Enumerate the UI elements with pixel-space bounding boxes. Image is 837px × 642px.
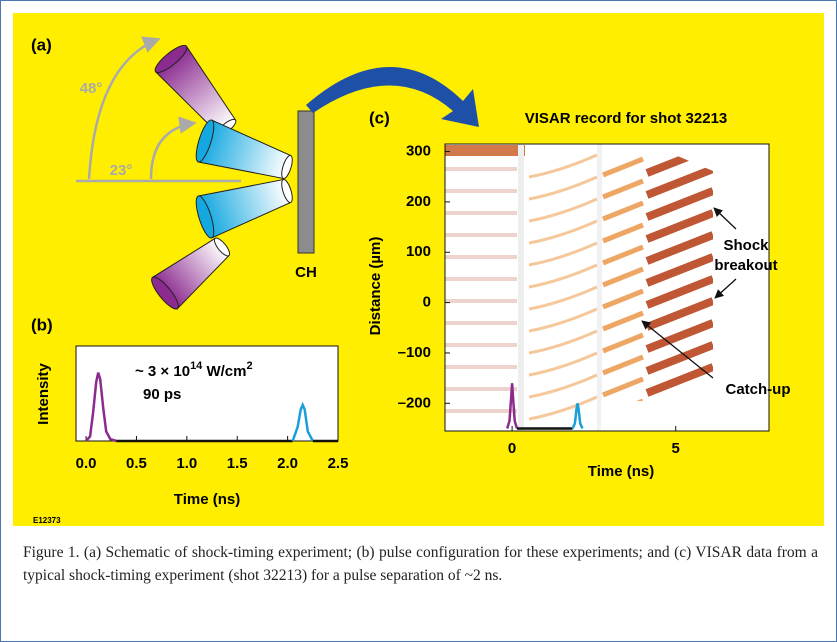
angle-label: 23° [110, 162, 133, 179]
target-label: CH [295, 264, 317, 281]
streak-edge [518, 144, 524, 431]
annotation-text: ~ 3 × 10 [135, 363, 190, 380]
panel-label: (c) [369, 108, 390, 127]
annotation-unit: W/cm [202, 363, 246, 380]
streak-edge [597, 144, 602, 431]
x-tick-label: 0.5 [126, 455, 147, 472]
figure-code: E12373 [33, 516, 61, 525]
y-tick-label: –100 [398, 344, 431, 361]
x-tick-label: 2.5 [328, 455, 349, 472]
target [298, 111, 314, 253]
chart-title: VISAR record for shot 32213 [525, 110, 728, 127]
y-tick-label: 0 [423, 294, 431, 311]
x-tick-label: 0 [508, 440, 516, 457]
panel-label: (a) [31, 35, 52, 54]
y-tick-label: –200 [398, 394, 431, 411]
y-tick-label: 100 [406, 243, 431, 260]
x-tick-label: 1.5 [227, 455, 248, 472]
y-axis-label: Distance (µm) [367, 237, 384, 336]
y-tick-label: 200 [406, 193, 431, 210]
x-tick-label: 1.0 [176, 455, 197, 472]
x-tick-label: 0.0 [76, 455, 97, 472]
annotation-exponent: 14 [190, 360, 203, 372]
figure-art: (a) 48° 23° CH (b) Intensity Time (ns) ~… [1, 1, 836, 531]
annotation: breakout [714, 257, 777, 274]
x-tick-label: 2.0 [277, 455, 298, 472]
streak-band [445, 145, 525, 156]
y-tick-label: 300 [406, 143, 431, 160]
streak-mask [601, 401, 769, 431]
annotation: Shock [723, 237, 769, 254]
figure: (a) 48° 23° CH (b) Intensity Time (ns) ~… [0, 0, 837, 642]
annotation-exponent: 2 [247, 360, 253, 372]
x-axis-label: Time (ns) [174, 491, 240, 508]
x-tick-label: 5 [672, 440, 680, 457]
x-axis-label: Time (ns) [588, 463, 654, 480]
annotation: 90 ps [143, 386, 181, 403]
caption: Figure 1. (a) Schematic of shock-timing … [23, 541, 818, 587]
y-axis-label: Intensity [35, 363, 52, 425]
angle-label: 48° [80, 80, 103, 97]
panel-label: (b) [31, 315, 53, 334]
annotation: Catch-up [726, 381, 791, 398]
